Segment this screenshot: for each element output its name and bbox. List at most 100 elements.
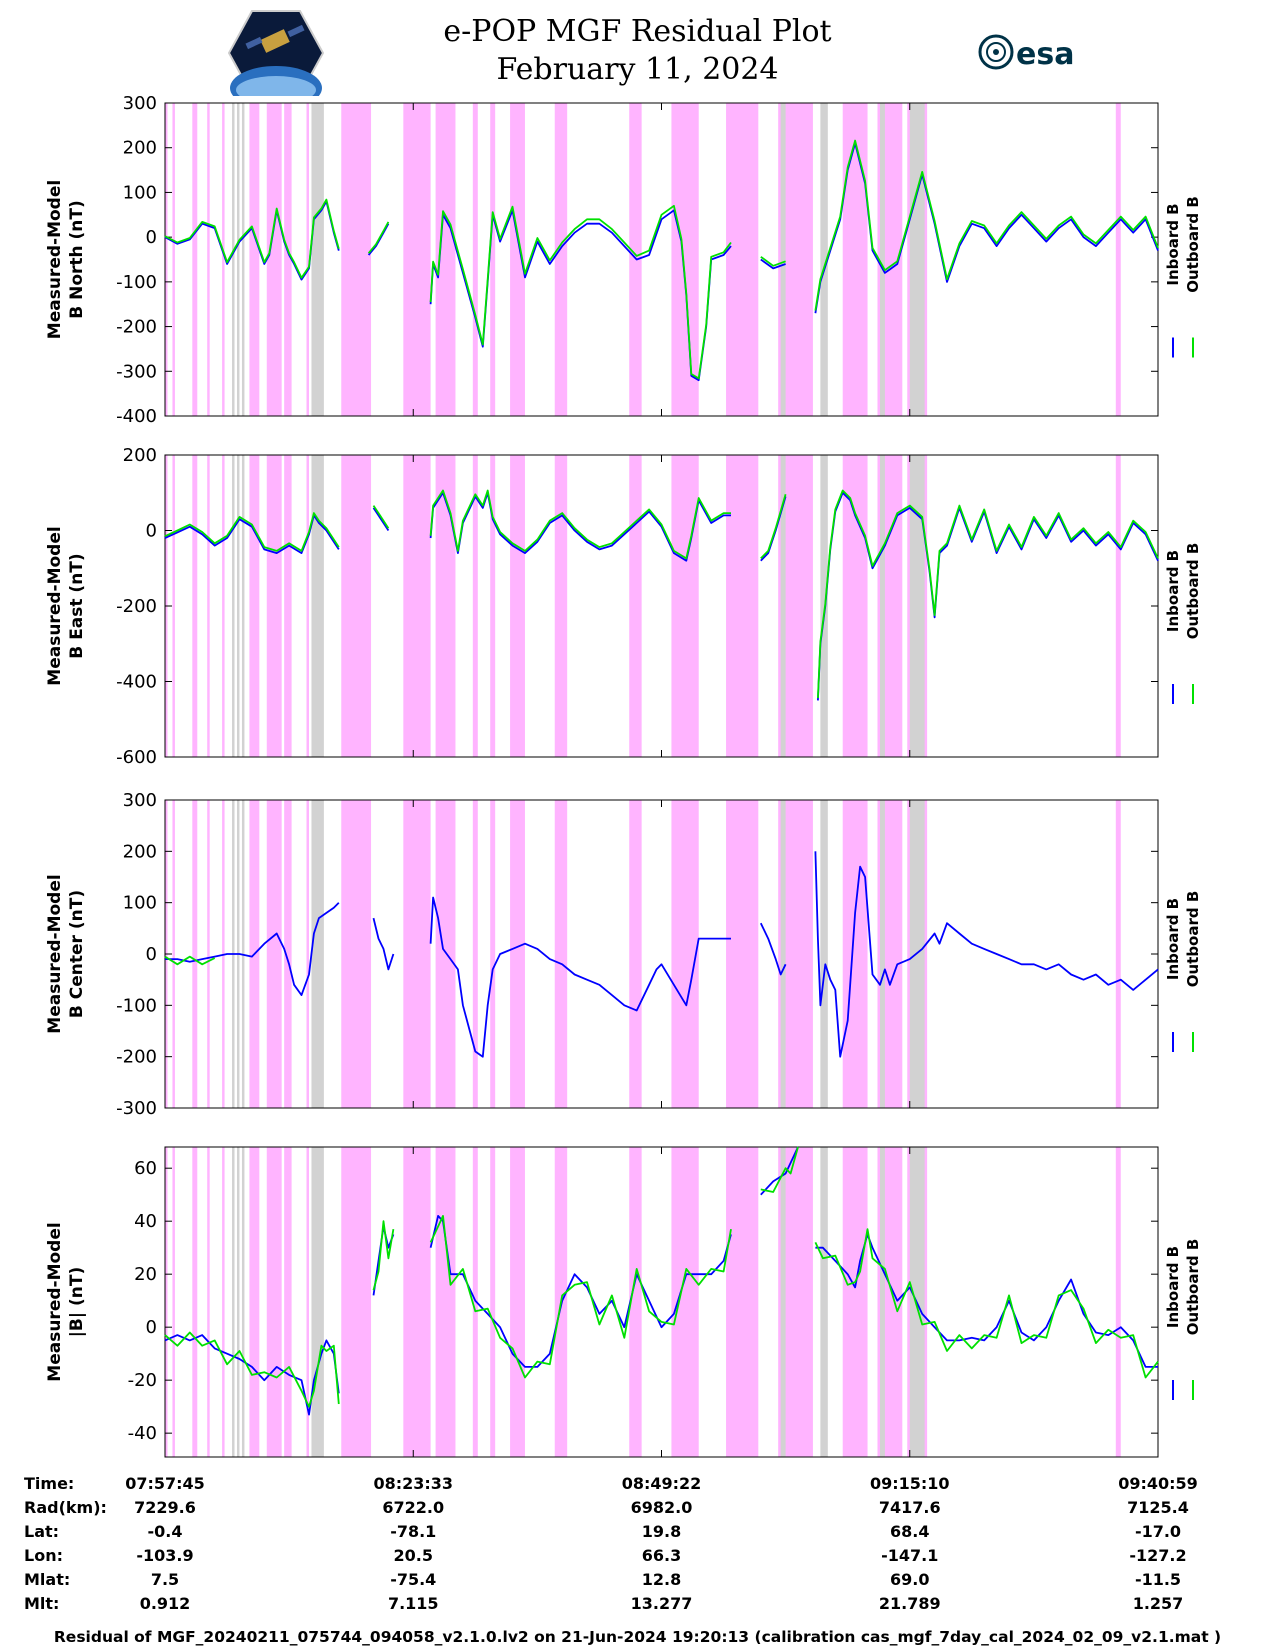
- shade-pink-band: [629, 455, 642, 757]
- inboard-series-line: [429, 209, 683, 348]
- ephemeris-cell: -147.1: [881, 1546, 939, 1565]
- inboard-series-line: [814, 851, 1159, 1058]
- shade-pink-band: [671, 455, 699, 757]
- ephemeris-cell: 6722.0: [382, 1498, 445, 1517]
- shade-gray-band: [232, 1147, 235, 1457]
- shade-pink-band: [207, 1147, 210, 1457]
- inboard-series-line: [372, 917, 395, 971]
- shade-pink-band: [306, 1147, 309, 1457]
- ephemeris-cell: 68.4: [890, 1522, 930, 1541]
- y-tick-label: -200: [116, 317, 157, 338]
- shade-pink-band: [1115, 800, 1121, 1108]
- shade-pink-band: [207, 103, 210, 416]
- shade-pink-band: [306, 103, 309, 416]
- shade-pink-band: [266, 800, 282, 1108]
- shade-pink-band: [842, 103, 868, 416]
- y-tick-label: -400: [116, 406, 157, 427]
- shade-pink-band: [222, 103, 225, 416]
- legend-label: Inboard B: [1164, 1246, 1182, 1328]
- shade-pink-band: [207, 800, 210, 1108]
- shade-gray-band: [879, 103, 885, 416]
- shade-gray-band: [780, 455, 786, 757]
- outboard-series-line: [680, 238, 732, 380]
- inboard-series-line: [164, 1334, 340, 1416]
- shade-pink-band: [472, 455, 478, 757]
- y-axis-label: B Center (nT): [67, 890, 87, 1018]
- shade-pink-band: [403, 1147, 431, 1457]
- ephemeris-cell: -75.4: [390, 1570, 437, 1589]
- ephemeris-cell: -127.2: [1129, 1546, 1187, 1565]
- y-tick-label: 200: [123, 445, 157, 466]
- ephemeris-cell: 07:57:45: [125, 1474, 205, 1493]
- y-tick-label: -40: [128, 1423, 157, 1444]
- outboard-series-line: [760, 256, 786, 267]
- ephemeris-cell: 6982.0: [630, 1498, 693, 1517]
- ephemeris-cell: 19.8: [641, 1522, 682, 1541]
- esa-logo-text: esa: [1016, 37, 1074, 72]
- inboard-series-line: [760, 258, 786, 270]
- y-tick-label: -200: [116, 596, 157, 617]
- ephemeris-cell: 08:49:22: [621, 1474, 702, 1493]
- ephemeris-cell: 7.115: [387, 1594, 439, 1613]
- esa-logo: esa: [978, 34, 1074, 72]
- shade-pink-band: [490, 800, 496, 1108]
- ephemeris-cell: 12.8: [641, 1570, 682, 1589]
- shade-pink-band: [403, 103, 431, 416]
- shade-pink-band: [1115, 103, 1121, 416]
- shade-pink-band: [1115, 1147, 1121, 1457]
- y-tick-label: 100: [123, 182, 157, 203]
- inboard-series-line: [429, 896, 731, 1058]
- y-axis-label: Measured-Model: [45, 1222, 65, 1381]
- shade-pink-band: [266, 1147, 282, 1457]
- shade-pink-band: [842, 800, 868, 1108]
- shade-gray-band: [820, 1147, 828, 1457]
- shade-gray-band: [236, 103, 240, 416]
- ephemeris-cell: 66.3: [641, 1546, 682, 1565]
- outboard-series-line: [429, 204, 683, 346]
- shade-pink-band: [192, 103, 198, 416]
- shade-pink-band: [266, 103, 282, 416]
- ephemeris-cell: 09:40:59: [1118, 1474, 1198, 1493]
- shade-gray-band: [909, 103, 925, 416]
- ephemeris-row-label: Lat:: [24, 1522, 60, 1541]
- shade-pink-band: [341, 1147, 372, 1457]
- y-tick-label: 40: [134, 1211, 157, 1232]
- shade-pink-band: [207, 455, 210, 757]
- ephemeris-cell: 21.789: [878, 1594, 941, 1613]
- ephemeris-cell: 0.912: [139, 1594, 191, 1613]
- legend-label: Inboard B: [1164, 550, 1182, 632]
- outboard-series-line: [164, 512, 340, 552]
- ephemeris-row-label: Lon:: [24, 1546, 63, 1565]
- y-tick-label: 300: [123, 93, 157, 114]
- shade-gray-band: [232, 103, 235, 416]
- y-tick-label: -300: [116, 1098, 157, 1119]
- outboard-series-line: [429, 1215, 732, 1379]
- shade-pink-band: [510, 103, 525, 416]
- shade-pink-band: [510, 1147, 525, 1457]
- outboard-series-line: [372, 505, 390, 529]
- shade-pink-band: [1115, 455, 1121, 757]
- inboard-series-line: [759, 922, 787, 976]
- y-tick-label: -600: [116, 747, 157, 768]
- shade-pink-band: [842, 1147, 868, 1457]
- outboard-series-line: [367, 221, 390, 254]
- outboard-series-line: [164, 1331, 340, 1408]
- shade-pink-band: [172, 103, 175, 416]
- shade-pink-band: [435, 103, 456, 416]
- shade-pink-band: [284, 455, 292, 757]
- ephemeris-row-label: Rad(km):: [24, 1498, 107, 1517]
- outboard-series-line: [164, 955, 216, 966]
- y-tick-label: 0: [146, 227, 157, 248]
- shade-pink-band: [172, 1147, 175, 1457]
- y-tick-label: 300: [123, 790, 157, 811]
- shade-pink-band: [472, 103, 478, 416]
- shade-gray-band: [879, 1147, 885, 1457]
- ephemeris-cell: 1.257: [1132, 1594, 1184, 1613]
- shade-gray-band: [909, 455, 925, 757]
- shade-pink-band: [490, 455, 496, 757]
- shade-pink-band: [284, 103, 292, 416]
- ephemeris-cell: 7229.6: [134, 1498, 196, 1517]
- shade-gray-band: [236, 455, 240, 757]
- inboard-series-line: [760, 1146, 799, 1196]
- inboard-series-line: [372, 1225, 395, 1296]
